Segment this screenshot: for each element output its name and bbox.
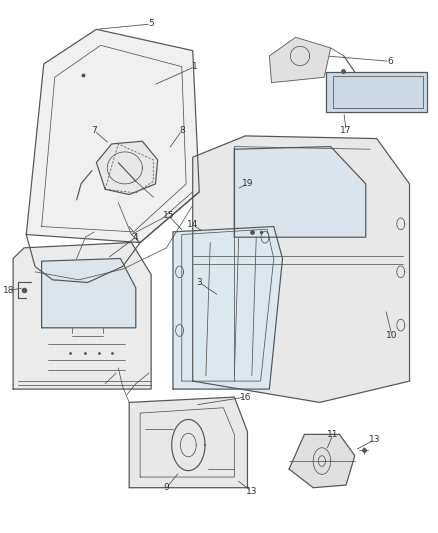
Polygon shape bbox=[289, 434, 355, 488]
Polygon shape bbox=[13, 243, 151, 389]
Text: 7: 7 bbox=[91, 126, 97, 135]
Text: 16: 16 bbox=[240, 393, 251, 401]
Polygon shape bbox=[42, 259, 136, 328]
Polygon shape bbox=[129, 397, 247, 488]
Polygon shape bbox=[26, 29, 199, 243]
Text: 19: 19 bbox=[242, 180, 253, 188]
Text: 13: 13 bbox=[246, 487, 258, 496]
Text: 15: 15 bbox=[163, 212, 174, 220]
Text: 10: 10 bbox=[386, 332, 398, 340]
Text: 8: 8 bbox=[179, 126, 185, 135]
Polygon shape bbox=[234, 147, 366, 237]
Text: 18: 18 bbox=[3, 286, 14, 295]
Text: 3: 3 bbox=[196, 278, 202, 287]
Polygon shape bbox=[173, 227, 283, 389]
Text: 5: 5 bbox=[148, 20, 154, 28]
Text: 4: 4 bbox=[133, 233, 138, 241]
Polygon shape bbox=[96, 141, 158, 195]
Text: 17: 17 bbox=[340, 126, 352, 135]
Polygon shape bbox=[193, 136, 410, 402]
Polygon shape bbox=[269, 37, 331, 83]
Polygon shape bbox=[326, 72, 427, 112]
Text: 1: 1 bbox=[192, 62, 198, 71]
Text: 13: 13 bbox=[369, 435, 380, 444]
Text: 14: 14 bbox=[187, 221, 198, 229]
Text: 11: 11 bbox=[327, 430, 339, 439]
Text: 6: 6 bbox=[387, 57, 393, 66]
Text: 9: 9 bbox=[163, 483, 170, 492]
